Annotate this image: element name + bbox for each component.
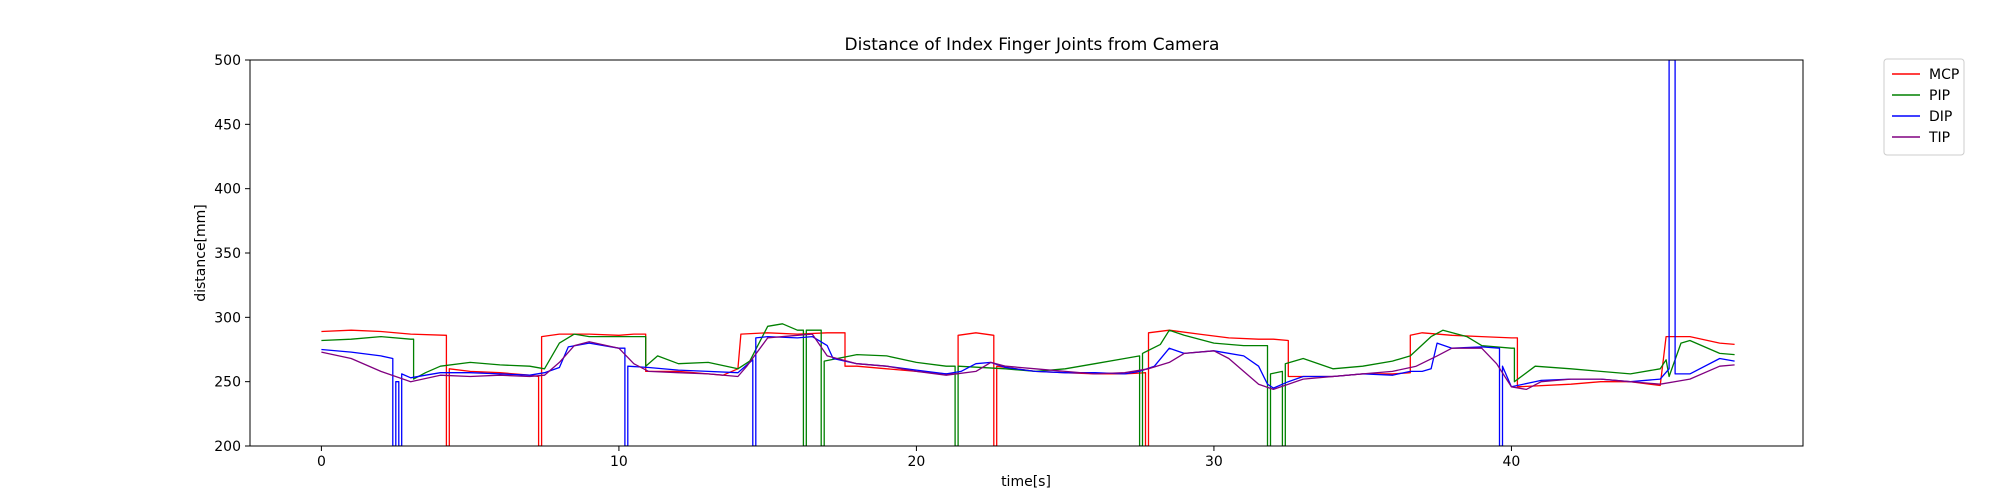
y-tick-label: 450 <box>214 117 241 133</box>
legend-label-mcp: MCP <box>1929 67 1959 83</box>
y-tick-label: 200 <box>214 439 241 455</box>
y-axis: 200 250 300 350 400 450 500 <box>214 53 250 455</box>
y-axis-label: distance[mm] <box>193 204 209 302</box>
y-tick-label: 250 <box>214 375 241 391</box>
series-layer <box>321 60 1735 446</box>
y-tick-label: 500 <box>214 53 241 69</box>
legend-label-pip: PIP <box>1929 88 1950 104</box>
y-tick-label: 350 <box>214 246 241 262</box>
legend-label-tip: TIP <box>1928 130 1950 146</box>
y-tick-label: 300 <box>214 310 241 326</box>
y-tick-label: 400 <box>214 182 241 198</box>
x-axis-label: time[s] <box>1001 474 1051 490</box>
series-line-tip <box>321 333 1735 391</box>
x-axis: 0 10 20 30 40 <box>317 446 1520 470</box>
x-tick-label: 20 <box>908 454 926 470</box>
legend: MCP PIP DIP TIP <box>1883 58 1965 156</box>
x-tick-label: 30 <box>1205 454 1223 470</box>
x-tick-label: 0 <box>317 454 326 470</box>
legend-box <box>1883 58 1965 156</box>
chart-title: Distance of Index Finger Joints from Cam… <box>845 35 1220 55</box>
legend-label-dip: DIP <box>1929 109 1952 125</box>
x-tick-label: 10 <box>610 454 628 470</box>
plot-frame <box>249 59 1804 447</box>
series-line-dip <box>321 60 1735 446</box>
plot-area: 0 10 20 30 40 200 250 300 350 400 450 500 <box>214 53 1804 470</box>
x-tick-label: 40 <box>1503 454 1521 470</box>
